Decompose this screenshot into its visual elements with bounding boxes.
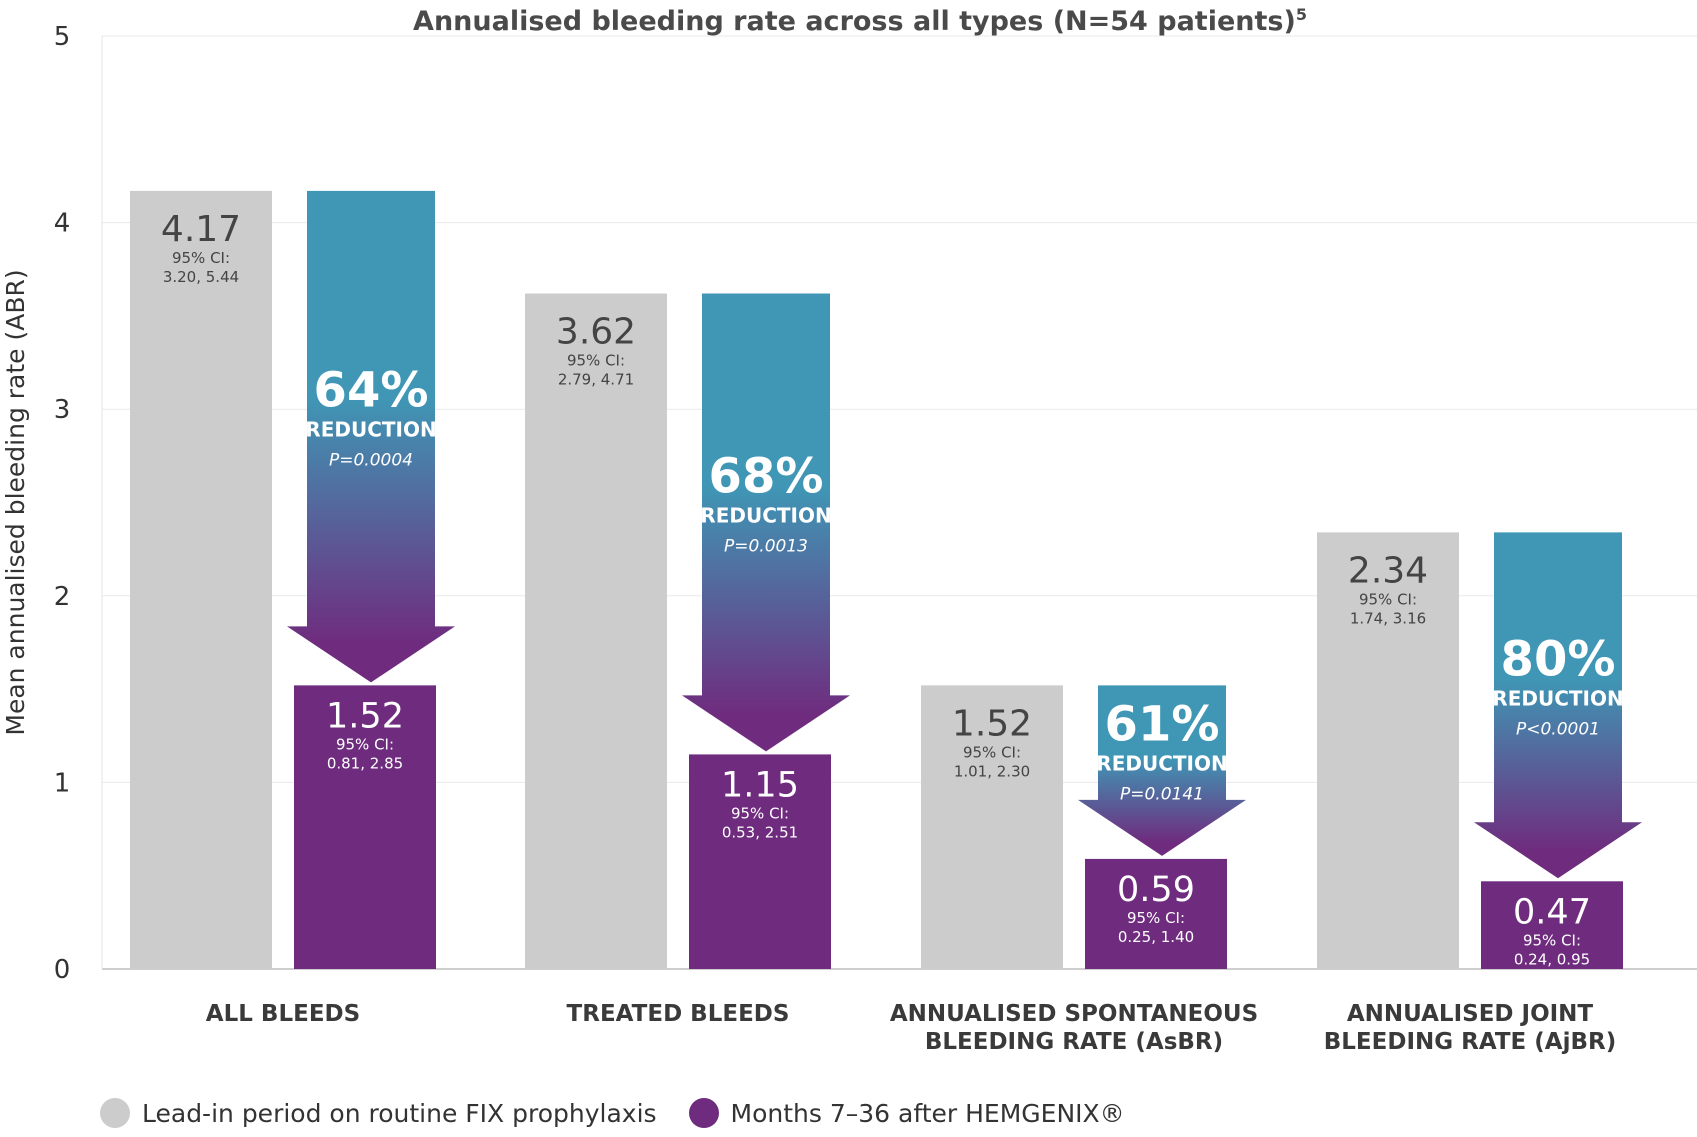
reduction-p-value-2: P=0.0013 [724, 536, 808, 556]
y-tick-label-3: 3 [54, 395, 71, 425]
bar-ci-label-lead-in-4: 95% CI: [1359, 590, 1417, 608]
reduction-p-value-1: P=0.0004 [329, 451, 413, 471]
chart-title: Annualised bleeding rate across all type… [413, 5, 1307, 37]
reduction-arrow-2 [682, 293, 850, 752]
bar-ci-label-hemgenix-3: 95% CI: [1127, 909, 1185, 927]
bar-ci-label-lead-in-1: 95% CI: [172, 249, 230, 267]
reduction-percent-1: 64% [314, 363, 429, 419]
y-tick-label-0: 0 [54, 955, 71, 985]
bar-ci-value-hemgenix-2: 0.53, 2.51 [722, 823, 798, 841]
bar-value-hemgenix-4: 0.47 [1513, 892, 1591, 932]
category-label-4-line-1: ANNUALISED JOINT [1347, 1001, 1594, 1027]
legend-label-lead-in: Lead-in period on routine FIX prophylaxi… [142, 1098, 657, 1128]
y-tick-label-2: 2 [54, 582, 71, 612]
category-label-2-line-1: TREATED BLEEDS [567, 1001, 790, 1027]
reduction-label-4: REDUCTION [1492, 686, 1623, 710]
bar-hemgenix-4 [1481, 881, 1623, 969]
bar-ci-value-hemgenix-4: 0.24, 0.95 [1514, 950, 1590, 968]
legend-swatch-lead-in [100, 1098, 130, 1128]
bar-value-hemgenix-3: 0.59 [1117, 870, 1195, 910]
bar-value-lead-in-4: 2.34 [1348, 550, 1428, 591]
bar-ci-label-lead-in-3: 95% CI: [963, 743, 1021, 761]
y-tick-label-4: 4 [54, 209, 71, 239]
bar-lead-in-4 [1317, 532, 1459, 969]
bar-ci-value-lead-in-2: 2.79, 4.71 [558, 371, 634, 389]
y-axis-label: Mean annualised bleeding rate (ABR) [1, 269, 30, 735]
reduction-arrow-1 [287, 190, 455, 683]
bar-hemgenix-3 [1085, 858, 1227, 969]
bar-value-lead-in-1: 4.17 [161, 209, 241, 250]
bar-ci-label-hemgenix-1: 95% CI: [336, 735, 394, 753]
legend-label-hemgenix: Months 7–36 after HEMGENIX® [730, 1098, 1125, 1128]
reduction-percent-4: 80% [1501, 631, 1616, 687]
bar-ci-value-hemgenix-1: 0.81, 2.85 [327, 754, 403, 772]
bar-value-hemgenix-1: 1.52 [326, 696, 404, 736]
reduction-percent-3: 61% [1105, 697, 1220, 753]
reduction-label-3: REDUCTION [1096, 752, 1227, 776]
bar-ci-label-lead-in-2: 95% CI: [567, 352, 625, 370]
reduction-p-value-3: P=0.0141 [1120, 785, 1204, 805]
reduction-arrow-3 [1078, 685, 1246, 856]
reduction-percent-2: 68% [709, 448, 824, 504]
category-label-1-line-1: ALL BLEEDS [206, 1001, 360, 1027]
bar-lead-in-3 [921, 685, 1063, 969]
reduction-label-2: REDUCTION [700, 503, 831, 527]
legend-item-hemgenix: Months 7–36 after HEMGENIX® [688, 1098, 1125, 1128]
bar-ci-value-lead-in-4: 1.74, 3.16 [1350, 609, 1426, 627]
category-label-3-line-1: ANNUALISED SPONTANEOUS [890, 1001, 1258, 1027]
category-label-4-line-2: BLEEDING RATE (AjBR) [1324, 1029, 1616, 1055]
y-tick-label-1: 1 [54, 768, 71, 798]
reduction-label-1: REDUCTION [305, 418, 436, 442]
reduction-p-value-4: P<0.0001 [1516, 719, 1600, 739]
bar-hemgenix-1 [294, 685, 436, 969]
bar-value-lead-in-2: 3.62 [556, 312, 636, 353]
bar-lead-in-1 [130, 190, 272, 970]
legend: Lead-in period on routine FIX prophylaxi… [100, 1098, 1157, 1128]
category-label-3-line-2: BLEEDING RATE (AsBR) [925, 1029, 1223, 1055]
bar-value-hemgenix-2: 1.15 [721, 765, 799, 805]
bar-ci-label-hemgenix-2: 95% CI: [731, 804, 789, 822]
legend-item-lead-in: Lead-in period on routine FIX prophylaxi… [100, 1098, 657, 1128]
bar-value-lead-in-3: 1.52 [952, 703, 1032, 744]
bar-ci-label-hemgenix-4: 95% CI: [1523, 931, 1581, 949]
y-tick-label-5: 5 [54, 22, 71, 52]
chart-title-superscript: 5 [1296, 5, 1307, 24]
bar-ci-value-lead-in-3: 1.01, 2.30 [954, 762, 1030, 780]
legend-swatch-hemgenix [688, 1098, 719, 1128]
bar-lead-in-2 [525, 293, 667, 969]
reduction-arrow-4 [1474, 532, 1642, 879]
bar-hemgenix-2 [689, 754, 831, 969]
bar-ci-value-lead-in-1: 3.20, 5.44 [163, 268, 239, 286]
bar-ci-value-hemgenix-3: 0.25, 1.40 [1118, 928, 1194, 946]
